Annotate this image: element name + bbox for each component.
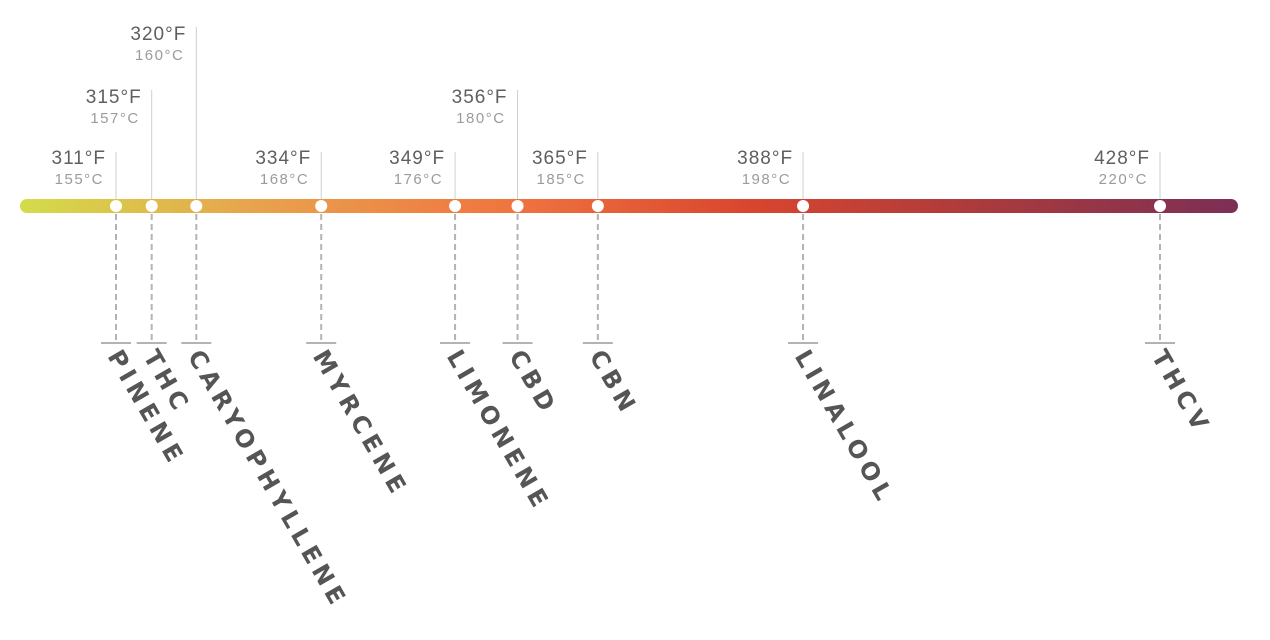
marker-dot-cbd [511, 200, 524, 212]
marker-dot-pinene [110, 200, 122, 212]
temp-f-thc: 315°F [86, 87, 142, 108]
temperature-gradient-bar [20, 199, 1238, 213]
temp-c-pinene: 155°C [55, 171, 104, 188]
temp-f-thcv: 428°F [1094, 148, 1150, 169]
compound-markers [101, 200, 1175, 344]
temperature-labels: 311°F 155°C 315°F 157°C 320°F 160°C 334°F 168°C… [52, 24, 1161, 199]
temp-f-myrcene: 334°F [255, 148, 311, 169]
compound-label-myrcene: MYRCENE [307, 345, 414, 502]
temp-c-linalool: 198°C [742, 171, 791, 188]
temp-c-cbd: 180°C [456, 110, 505, 127]
temp-c-myrcene: 168°C [260, 171, 309, 188]
marker-dot-caryophyllene [190, 200, 203, 212]
compound-label-cbd: CBD [503, 345, 563, 420]
compound-label-cbn: CBN [584, 345, 644, 420]
marker-dot-thc [145, 200, 158, 212]
temp-c-thc: 157°C [90, 110, 139, 127]
temp-c-thcv: 220°C [1099, 171, 1148, 188]
temp-f-cbn: 365°F [532, 148, 588, 169]
marker-dot-limonene [449, 200, 462, 212]
temp-c-cbn: 185°C [536, 171, 585, 188]
temp-f-linalool: 388°F [737, 148, 793, 169]
temp-f-limonene: 349°F [389, 148, 445, 169]
temp-f-pinene: 311°F [52, 148, 107, 169]
marker-dot-linalool [797, 200, 810, 212]
temp-f-cbd: 356°F [452, 87, 508, 108]
temp-f-caryophyllene: 320°F [130, 24, 186, 45]
compound-label-thcv: THCV [1146, 345, 1217, 439]
temp-c-limonene: 176°C [394, 171, 443, 188]
marker-dot-cbn [591, 200, 604, 212]
marker-dot-myrcene [315, 200, 328, 212]
temp-c-caryophyllene: 160°C [135, 47, 184, 64]
compound-label-linalool: LINALOOL [789, 345, 900, 509]
marker-dot-thcv [1154, 200, 1166, 212]
